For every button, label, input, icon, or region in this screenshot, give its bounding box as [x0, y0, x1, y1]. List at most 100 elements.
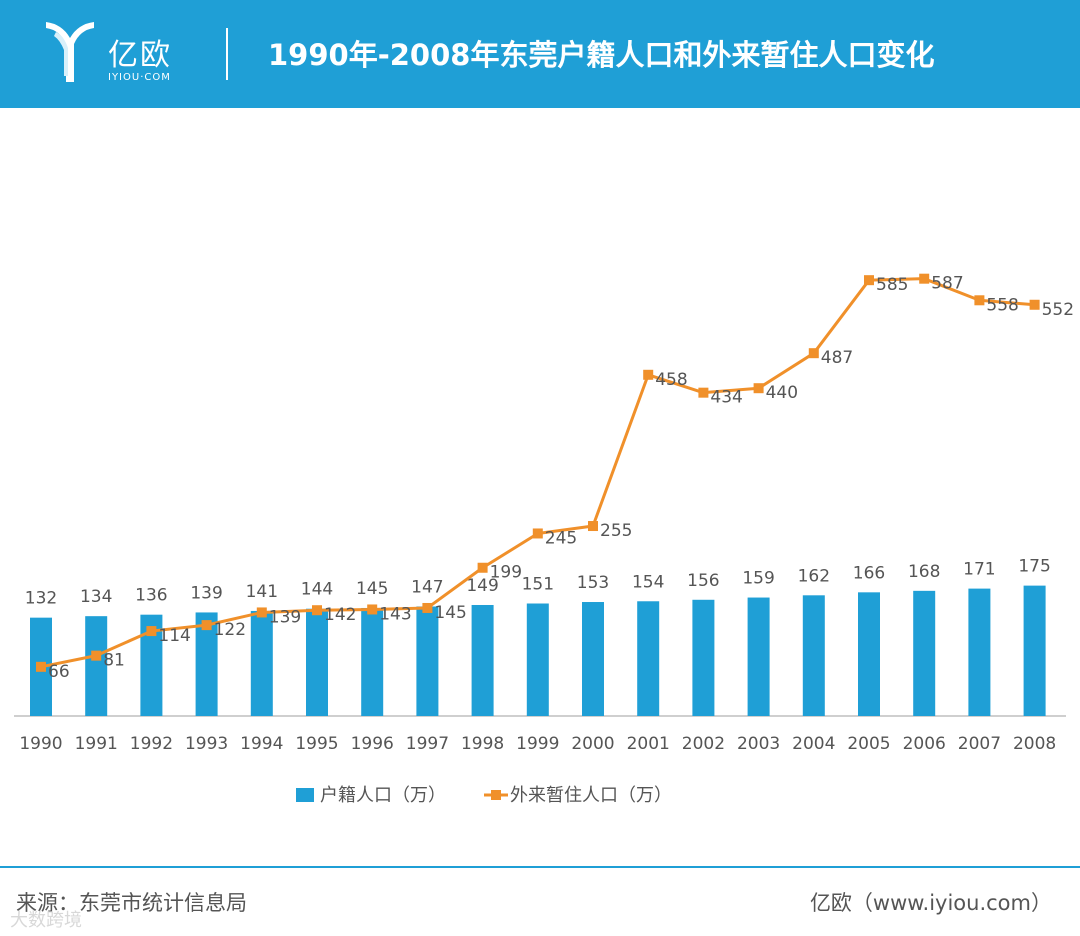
line-point-2002: [698, 387, 709, 398]
line-point-2003: [753, 383, 764, 394]
bar-hukou-1992: [140, 614, 163, 716]
x-tick-label-2004: 2004: [792, 734, 835, 754]
bar-hukou-2003: [747, 597, 770, 716]
line-label-2002: 434: [710, 388, 742, 408]
legend-bar-swatch: [296, 788, 314, 802]
line-point-2000: [588, 521, 598, 532]
x-tick-label-1994: 1994: [240, 734, 283, 754]
x-tick-label-1991: 1991: [75, 734, 118, 754]
x-tick-label-1993: 1993: [185, 734, 228, 754]
bar-label-1994: 141: [246, 582, 278, 602]
line-label-1991: 81: [103, 651, 125, 671]
line-label-2004: 487: [821, 348, 853, 368]
line-label-1994: 139: [269, 607, 301, 627]
line-point-1991: [91, 650, 102, 661]
bar-hukou-1995: [306, 608, 328, 716]
legend-line-marker: [491, 790, 501, 800]
bar-hukou-2004: [802, 595, 825, 716]
bar-label-2006: 168: [908, 562, 940, 582]
line-label-2006: 587: [931, 274, 963, 294]
line-point-2008: [1029, 299, 1040, 310]
line-point-1997: [422, 602, 433, 613]
line-label-2000: 255: [600, 521, 632, 541]
bar-label-2003: 159: [742, 569, 774, 589]
line-label-2003: 440: [766, 383, 798, 403]
watermark-text: 大数跨境: [10, 910, 82, 931]
header-divider: [226, 28, 228, 80]
x-tick-label-1999: 1999: [516, 734, 559, 754]
line-point-2005: [864, 275, 874, 286]
logo-subtext: IYIOU·COM: [108, 72, 171, 83]
bar-hukou-1993: [195, 612, 218, 716]
bar-label-2004: 162: [798, 566, 830, 586]
x-tick-label-1990: 1990: [19, 734, 62, 754]
bar-hukou-2005: [858, 592, 880, 716]
line-point-2004: [808, 348, 819, 359]
line-label-1993: 122: [214, 620, 246, 640]
x-tick-label-1992: 1992: [130, 734, 173, 754]
bar-hukou-1996: [361, 607, 384, 716]
bar-hukou-2000: [582, 602, 604, 716]
line-point-2007: [974, 295, 985, 306]
x-tick-label-2000: 2000: [571, 734, 614, 754]
bar-label-2005: 166: [853, 563, 885, 583]
bar-label-2008: 175: [1018, 557, 1050, 577]
line-point-2001: [643, 369, 654, 380]
line-point-1996: [367, 604, 378, 615]
line-label-1999: 245: [545, 528, 577, 548]
bar-label-1991: 134: [80, 587, 112, 607]
x-tick-label-1996: 1996: [351, 734, 394, 754]
footer-divider: [0, 866, 1080, 868]
x-tick-label-2001: 2001: [627, 734, 670, 754]
x-tick-label-2003: 2003: [737, 734, 780, 754]
bar-label-1996: 145: [356, 579, 388, 599]
logo-text: 亿欧: [108, 38, 172, 73]
bar-label-1997: 147: [411, 577, 443, 597]
bar-hukou-2001: [637, 601, 660, 716]
bar-label-2000: 153: [577, 573, 609, 593]
bar-hukou-1998: [471, 604, 494, 716]
line-label-1995: 142: [324, 605, 356, 625]
bar-label-1992: 136: [135, 586, 167, 606]
line-label-1992: 114: [158, 626, 190, 646]
bar-label-2007: 171: [963, 560, 995, 580]
line-point-1990: [36, 661, 46, 672]
source-text: 来源：东莞市统计信息局: [16, 891, 247, 915]
bar-label-1990: 132: [25, 589, 57, 609]
header-bar: 亿欧 IYIOU·COM 1990年-2008年东莞户籍人口和外来暂住人口变化: [0, 0, 1080, 108]
line-label-1996: 143: [379, 604, 411, 624]
line-label-2005: 585: [876, 275, 908, 295]
bar-label-2001: 154: [632, 572, 664, 592]
legend-bar-label: 户籍人口（万）: [320, 785, 446, 806]
legend-line-label: 外来暂住人口（万）: [510, 785, 672, 806]
line-label-2001: 458: [655, 370, 687, 390]
line-point-1995: [312, 605, 322, 616]
x-tick-label-2005: 2005: [847, 734, 890, 754]
x-tick-label-2002: 2002: [682, 734, 725, 754]
x-tick-label-1997: 1997: [406, 734, 449, 754]
line-point-1998: [477, 562, 488, 573]
chart-title: 1990年-2008年东莞户籍人口和外来暂住人口变化: [268, 38, 935, 72]
line-label-1990: 66: [48, 662, 70, 682]
line-point-1992: [146, 626, 157, 637]
bar-label-1995: 144: [301, 580, 333, 600]
bar-hukou-2008: [1023, 585, 1046, 716]
line-point-2006: [919, 273, 930, 284]
x-tick-label-2008: 2008: [1013, 734, 1056, 754]
bar-label-1998: 149: [466, 576, 498, 596]
chart-area: 132 1990 134 1991 136 1992 139 1993 141 1994 144 19…: [14, 273, 1074, 806]
bar-hukou-2002: [692, 599, 715, 716]
bar-hukou-2007: [968, 588, 991, 716]
bar-label-1993: 139: [190, 583, 222, 603]
x-tick-label-1995: 1995: [295, 734, 338, 754]
line-label-2008: 552: [1042, 300, 1074, 320]
bar-label-1999: 151: [522, 575, 554, 595]
x-tick-label-1998: 1998: [461, 734, 504, 754]
line-point-1994: [256, 607, 267, 618]
credit-text: 亿欧（www.iyiou.com）: [809, 891, 1052, 915]
x-tick-label-2007: 2007: [958, 734, 1001, 754]
bar-hukou-2006: [913, 590, 936, 716]
bar-hukou-1997: [416, 606, 439, 716]
line-label-1997: 145: [434, 603, 466, 623]
line-label-2007: 558: [986, 295, 1018, 315]
